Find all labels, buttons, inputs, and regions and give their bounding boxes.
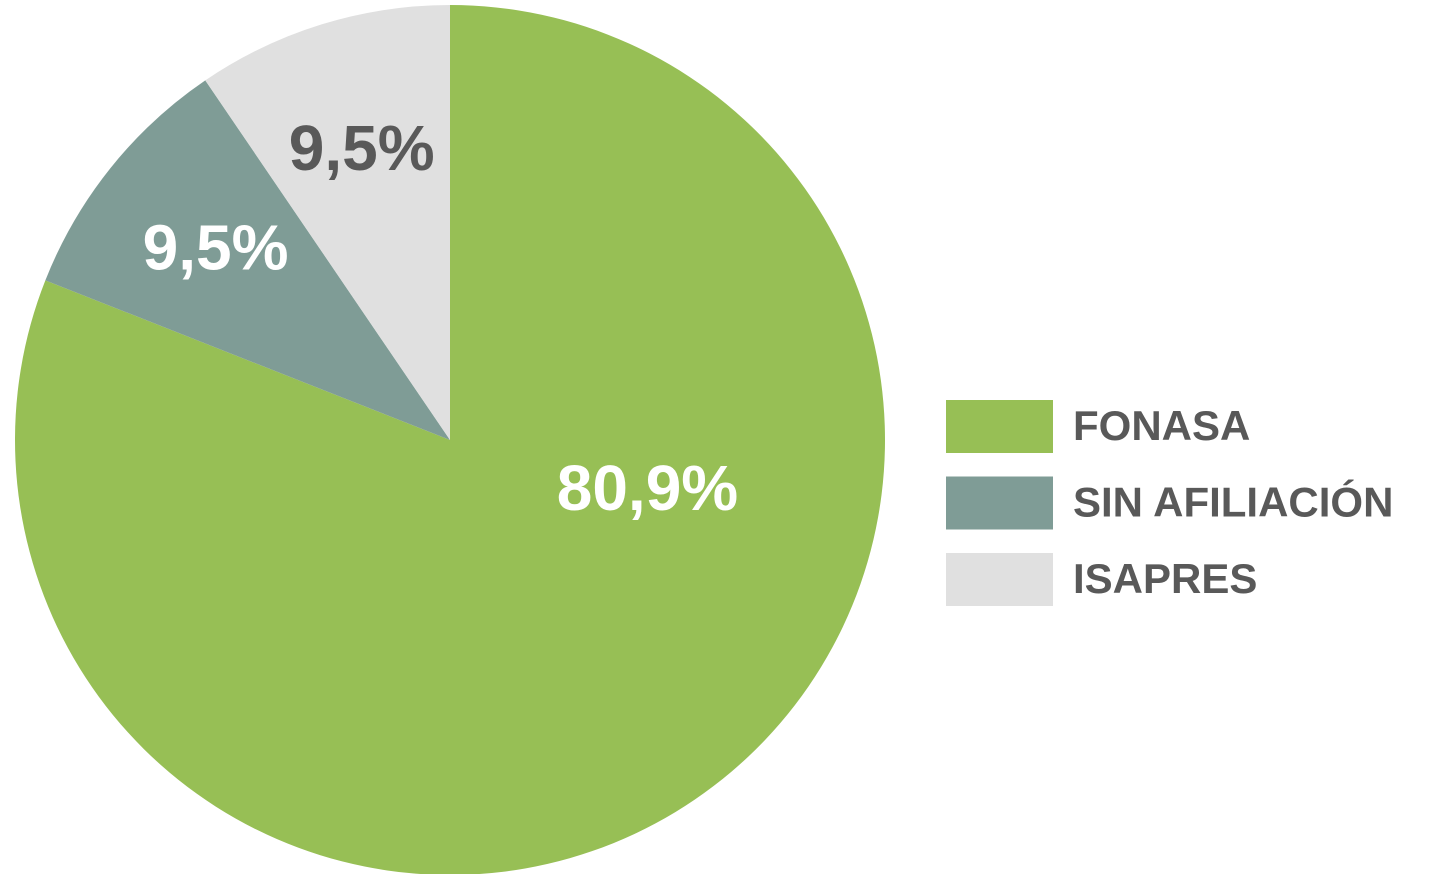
legend-swatch [946, 553, 1053, 606]
legend-label: ISAPRES [1073, 555, 1257, 602]
pie-slice [15, 5, 885, 874]
data-label: 9,5% [289, 112, 435, 184]
pie-slice [45, 80, 451, 441]
pie-slice [205, 5, 450, 440]
legend-label: SIN AFILIACIÓN [1073, 478, 1393, 526]
data-label: 9,5% [143, 211, 289, 283]
legend-label: FONASA [1073, 402, 1250, 449]
legend-swatch [946, 400, 1053, 453]
legend-swatch [946, 476, 1053, 530]
data-label: 80,9% [557, 452, 738, 524]
